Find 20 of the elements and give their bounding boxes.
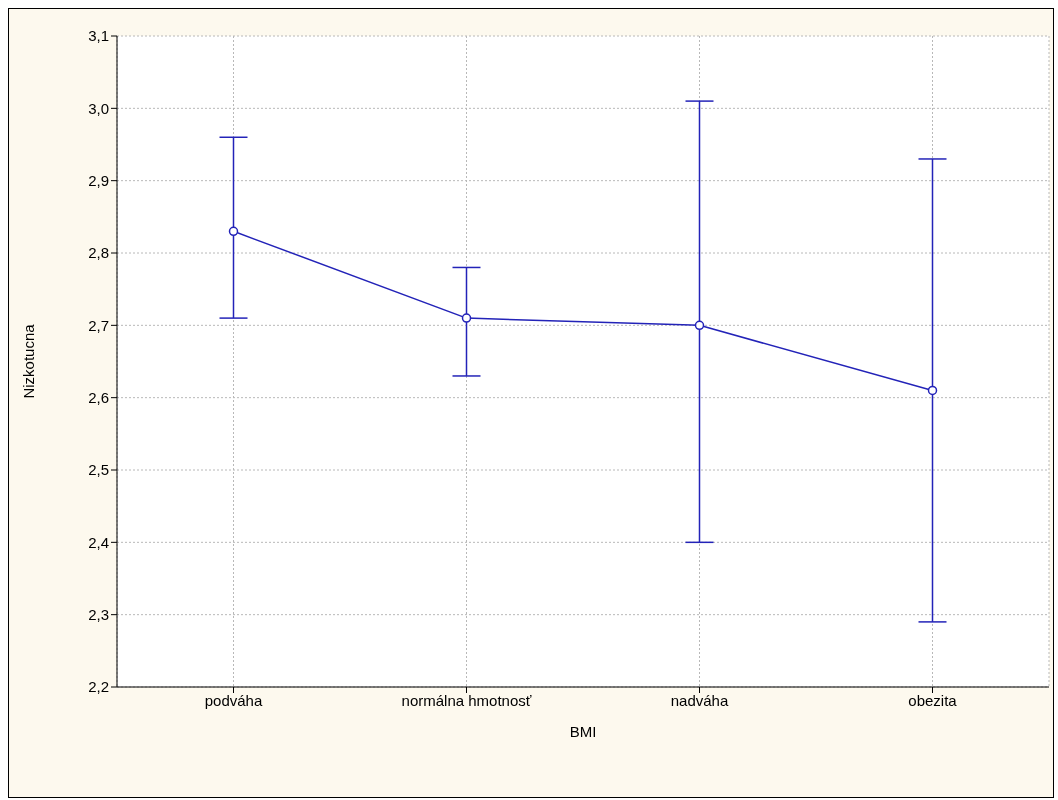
x-tick-label: obezita [908,691,958,709]
y-tick-label: 3,0 [88,99,109,117]
point [461,313,472,323]
y-tick-label: 2,8 [88,244,109,262]
y-tick-label: 2,2 [88,678,109,696]
point [694,320,705,331]
y-tick-label: 2,5 [88,461,109,479]
y-tick-label: 3,1 [88,27,109,45]
x-tick-label: podváha [204,691,263,709]
x-tick-label: nadváha [670,691,729,709]
point [927,385,938,396]
y-tick-label: 2,9 [88,171,109,189]
y-tick-label: 2,3 [88,605,109,623]
point [228,226,239,237]
x-tick-label: normálna hmotnosť [401,691,532,709]
x-axis-title: BMI [569,723,597,740]
y-tick-label: 2,6 [88,388,109,406]
y-axis-title: Nizkotucna [20,323,38,399]
y-tick-label: 2,4 [88,533,109,551]
y-tick-label: 2,7 [88,316,109,334]
